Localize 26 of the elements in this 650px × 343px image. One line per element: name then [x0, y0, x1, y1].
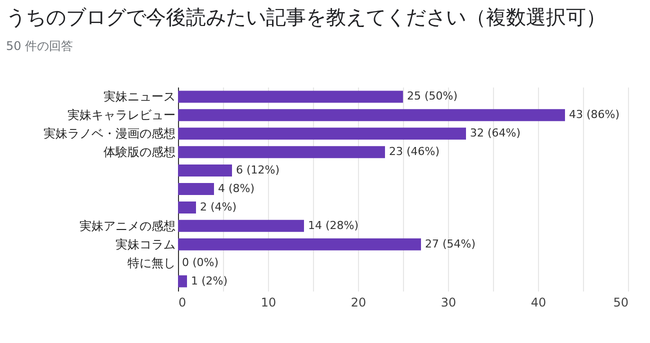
data-label: 2 (4%) [200, 200, 237, 214]
data-label: 4 (8%) [218, 182, 255, 195]
data-label: 43 (86%) [569, 108, 620, 122]
data-label: 23 (46%) [389, 145, 440, 158]
data-label: 1 (2%) [191, 274, 228, 288]
x-tick-label: 30 [440, 296, 456, 310]
y-tick-label: 実妹アニメの感想 [80, 218, 176, 233]
y-tick-label: 実妹ニュース [104, 90, 176, 104]
y-tick-label: 特に無し [128, 256, 176, 270]
data-label: 32 (64%) [470, 126, 521, 140]
x-tick-label: 20 [350, 296, 366, 310]
x-tick-label: 50 [613, 296, 628, 310]
text: 50 件の回答 [6, 38, 74, 55]
data-label: 14 (28%) [308, 218, 359, 232]
chart-title: うちのブログで今後読みたい記事を教えてください（複数選択可） [6, 4, 606, 31]
data-label: 27 (54%) [425, 237, 476, 250]
x-tick-label: 40 [530, 296, 546, 310]
data-label: 6 (12%) [236, 164, 280, 177]
y-tick-label: 実妹キャラレビュー [68, 108, 176, 122]
data-label: 0 (0%) [182, 256, 219, 269]
y-tick-label: 実妹コラム [116, 237, 176, 252]
x-tick-label: 0 [178, 296, 186, 310]
data-label: 25 (50%) [407, 90, 458, 103]
y-tick-label: 実妹ラノベ・漫画の感想 [44, 126, 176, 141]
x-tick-label: 10 [260, 296, 276, 310]
y-tick-label: 体験版の感想 [104, 145, 176, 160]
